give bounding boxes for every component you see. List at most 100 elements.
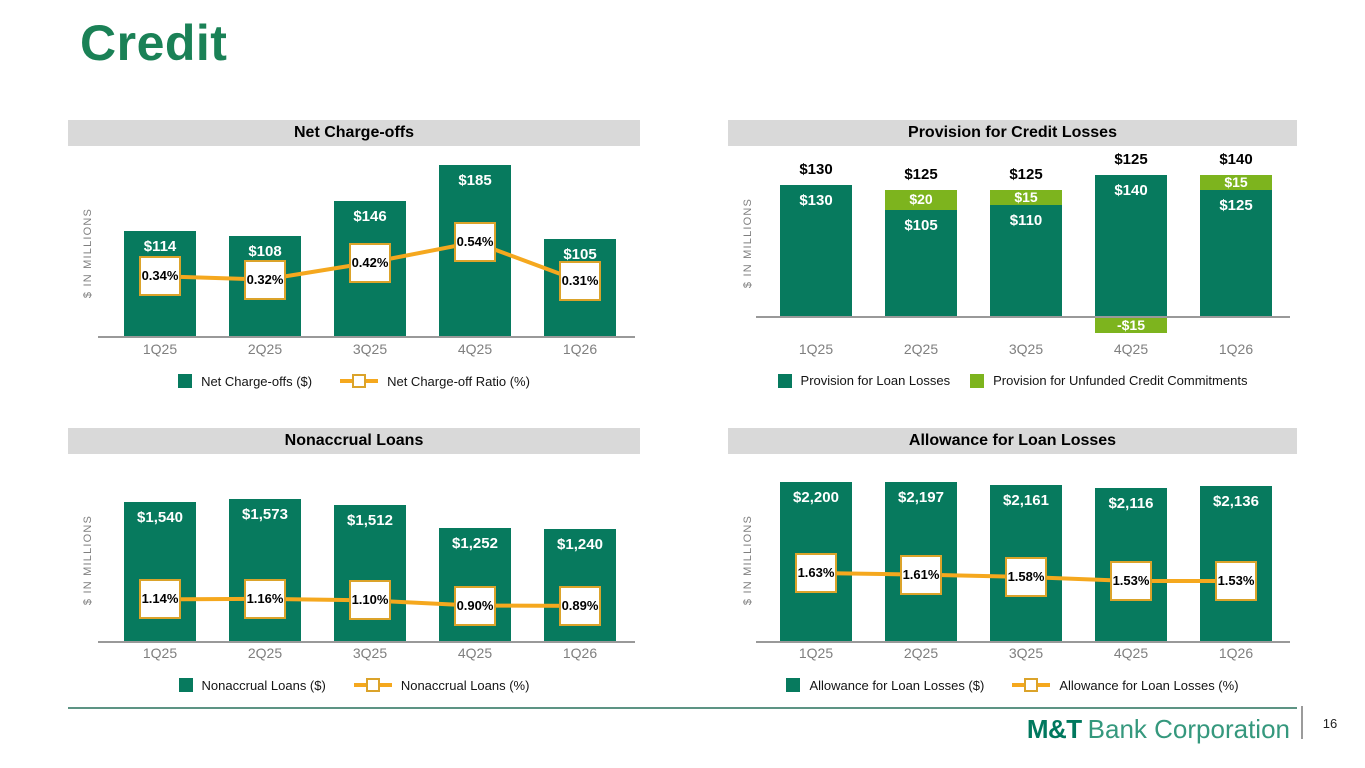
x-axis-label: 3Q25 bbox=[1008, 341, 1044, 357]
legend-line-marker-icon bbox=[340, 373, 379, 389]
segment-value-label: $20 bbox=[909, 191, 933, 208]
footer-rule bbox=[68, 707, 1297, 709]
chart-panel-allowance-for-loan-losses: Allowance for Loan Losses $ IN MILLIONS … bbox=[728, 428, 1297, 706]
bar-value-label: $140 bbox=[1114, 181, 1148, 199]
legend-swatch-icon bbox=[970, 373, 985, 388]
chart-panel-nonaccrual-loans: Nonaccrual Loans $ IN MILLIONS $1,540 $1,… bbox=[68, 428, 640, 706]
legend-item: Nonaccrual Loans ($) bbox=[178, 677, 326, 693]
x-axis-label: 4Q25 bbox=[1113, 341, 1149, 357]
legend-line-box-icon bbox=[1024, 678, 1039, 692]
stacked-bar-unfunded-negative-segment bbox=[1095, 318, 1167, 334]
y-axis-label: $ IN MILLIONS bbox=[742, 514, 754, 605]
x-axis-label: 1Q25 bbox=[142, 341, 178, 357]
legend-swatch-icon bbox=[178, 678, 193, 692]
ratio-value-label: 1.16% bbox=[246, 590, 284, 606]
x-axis-label: 3Q25 bbox=[352, 341, 388, 357]
chart-panel-provision-for-credit-losses: Provision for Credit Losses $ IN MILLION… bbox=[728, 120, 1297, 402]
legend-item: Allowance for Loan Losses (%) bbox=[1012, 677, 1239, 693]
legend-line-box-icon bbox=[365, 678, 380, 692]
bar-value-label: $105 bbox=[904, 216, 938, 234]
ratio-value-label: 1.63% bbox=[797, 565, 835, 580]
x-axis-label: 1Q26 bbox=[1218, 645, 1254, 661]
segment-value-label: $15 bbox=[1014, 188, 1038, 205]
bar-value-label: $2,200 bbox=[793, 488, 839, 506]
x-axis-line bbox=[756, 316, 1290, 318]
ratio-value-label: 1.10% bbox=[351, 592, 389, 608]
stacked-bar-unfunded-segment bbox=[885, 189, 957, 210]
bar-value-label: $1,512 bbox=[347, 511, 393, 529]
logo-divider bbox=[1301, 706, 1303, 739]
chart-plot: $130 $130 $105 $20 $125 $110 $15 $125 $140 -$15 $1… bbox=[728, 120, 1297, 402]
segment-value-label: $15 bbox=[1224, 173, 1248, 190]
y-axis-label: $ IN MILLIONS bbox=[742, 197, 754, 289]
legend-line-marker-icon bbox=[1012, 677, 1051, 693]
stacked-bar-loan-losses-segment bbox=[885, 209, 957, 318]
x-axis-label: 4Q25 bbox=[457, 645, 493, 661]
x-axis-label: 2Q25 bbox=[903, 341, 939, 357]
bar bbox=[229, 499, 301, 643]
legend-label: Allowance for Loan Losses (%) bbox=[1059, 677, 1239, 693]
bar-total-label: $140 bbox=[1219, 150, 1253, 168]
x-axis-label: 1Q26 bbox=[1218, 341, 1254, 357]
legend-label: Nonaccrual Loans ($) bbox=[201, 677, 326, 693]
bar-total-label: $125 bbox=[1114, 150, 1148, 168]
chart-title: Allowance for Loan Losses bbox=[728, 428, 1297, 454]
x-axis-label: 1Q25 bbox=[142, 645, 178, 661]
bar-total-label: $130 bbox=[799, 160, 833, 178]
legend-line-marker-icon bbox=[353, 677, 392, 693]
chart-plot: $2,200 $2,197 $2,161 $2,116 $2,136 1.63% 1.61%… bbox=[728, 428, 1297, 706]
x-axis-label: 4Q25 bbox=[457, 341, 493, 357]
bar-value-label: $1,573 bbox=[242, 506, 288, 524]
legend-item: Provision for Unfunded Credit Commitment… bbox=[970, 373, 1247, 388]
bar-value-label: $130 bbox=[799, 191, 833, 209]
mt-bank-logo: M&T Bank Corporation bbox=[1020, 714, 1290, 745]
x-axis-line bbox=[98, 641, 635, 643]
ratio-value-label: 0.89% bbox=[561, 597, 599, 613]
ratio-value-label: 0.31% bbox=[561, 273, 599, 289]
chart-title: Nonaccrual Loans bbox=[68, 428, 640, 454]
legend-item: Net Charge-off Ratio (%) bbox=[340, 373, 530, 389]
legend-swatch-icon bbox=[786, 678, 801, 692]
ratio-value-label: 1.58% bbox=[1007, 569, 1045, 584]
stacked-bar-loan-losses-segment bbox=[1095, 174, 1167, 318]
page-number: 16 bbox=[1322, 716, 1338, 731]
logo-bank-corporation: Bank Corporation bbox=[1087, 714, 1290, 744]
ratio-value-label: 0.54% bbox=[456, 234, 494, 250]
x-axis-label: 3Q25 bbox=[1008, 645, 1044, 661]
chart-plot: $114 $108 $146 $185 $105 0.34% 0.32% 0.42% 0.54%… bbox=[68, 120, 640, 402]
legend-line-box-icon bbox=[352, 374, 367, 388]
ratio-value-label: 0.32% bbox=[246, 271, 284, 287]
x-axis-line bbox=[98, 336, 635, 338]
x-axis-label: 4Q25 bbox=[1113, 645, 1149, 661]
ratio-value-label: 1.61% bbox=[902, 566, 940, 582]
chart-title: Net Charge-offs bbox=[68, 120, 640, 146]
y-axis-label: $ IN MILLIONS bbox=[82, 514, 94, 605]
stacked-bar-unfunded-segment bbox=[1200, 174, 1272, 190]
legend-item: Net Charge-offs ($) bbox=[178, 374, 312, 389]
bar-value-label: $1,540 bbox=[137, 509, 183, 527]
legend-label: Nonaccrual Loans (%) bbox=[400, 677, 530, 693]
y-axis-label: $ IN MILLIONS bbox=[82, 207, 94, 299]
legend-item: Nonaccrual Loans (%) bbox=[353, 677, 530, 693]
ratio-value-label: 0.90% bbox=[456, 597, 494, 613]
bar-value-label: $2,161 bbox=[1003, 491, 1049, 509]
ratio-value-label: 1.14% bbox=[141, 591, 179, 607]
legend-label: Net Charge-offs ($) bbox=[201, 373, 313, 389]
bar-value-label: $1,252 bbox=[452, 535, 498, 553]
ratio-value-label: 1.53% bbox=[1217, 573, 1255, 588]
stacked-bar-unfunded-segment bbox=[990, 189, 1062, 205]
page-title: Credit bbox=[80, 15, 228, 71]
x-axis-label: 1Q26 bbox=[562, 341, 598, 357]
bar-value-label: $108 bbox=[248, 243, 282, 261]
stacked-bar-loan-losses-segment bbox=[990, 204, 1062, 318]
x-axis-label: 2Q25 bbox=[903, 645, 939, 661]
logo-mt: M&T bbox=[1026, 714, 1082, 744]
bar-value-label: $2,136 bbox=[1213, 493, 1259, 511]
bar-value-label: $125 bbox=[1219, 196, 1253, 214]
legend-item: Allowance for Loan Losses ($) bbox=[786, 678, 984, 693]
segment-value-label: -$15 bbox=[1116, 317, 1146, 334]
x-axis-label: 3Q25 bbox=[352, 645, 388, 661]
chart-plot: $1,540 $1,573 $1,512 $1,252 $1,240 1.14% 1.16%… bbox=[68, 428, 640, 706]
legend-label: Net Charge-off Ratio (%) bbox=[387, 373, 530, 389]
